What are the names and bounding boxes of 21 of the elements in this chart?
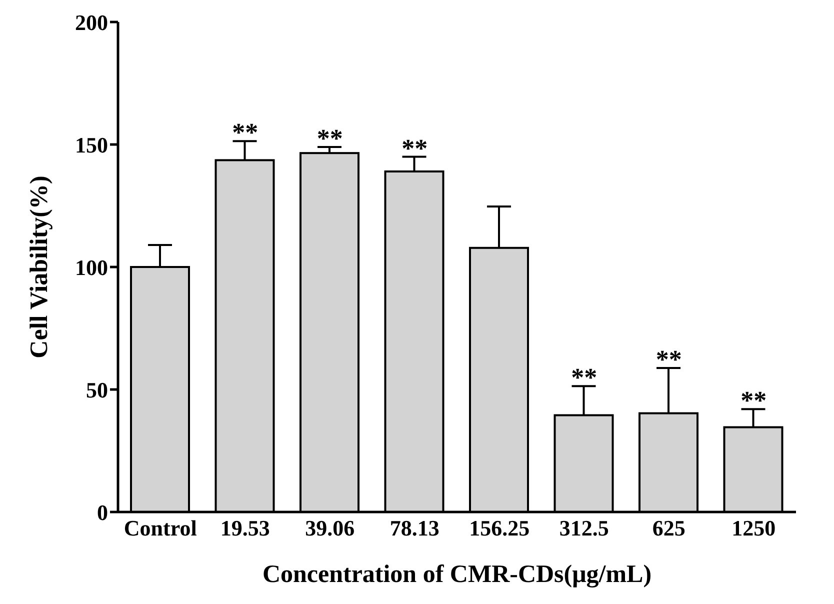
- x-tick-label: 78.13: [390, 516, 440, 541]
- y-tick-label: 50: [86, 377, 108, 402]
- x-tick-label: 1250: [732, 516, 776, 541]
- annotation: **: [571, 363, 598, 392]
- x-tick-label: 625: [652, 516, 686, 541]
- x-tick-label: 39.06: [305, 516, 355, 541]
- x-axis-title: Concentration of CMR-CDs(μg/mL): [262, 561, 652, 588]
- y-tick-label: 100: [75, 254, 108, 280]
- x-tick-label: Control: [124, 516, 197, 541]
- annotation: **: [316, 124, 343, 153]
- y-axis-title: Cell Viability(%): [26, 176, 53, 358]
- x-tick-label: 312.5: [559, 516, 609, 541]
- annotation: **: [232, 118, 258, 148]
- annotation: **: [402, 134, 428, 163]
- x-tick-label: 156.25: [469, 516, 530, 541]
- y-tick-label: 0: [97, 500, 108, 525]
- y-tick-label: 200: [75, 10, 108, 35]
- x-tick-label: 19.53: [220, 516, 270, 541]
- y-tick-label: 150: [75, 132, 108, 158]
- annotation: **: [656, 344, 682, 374]
- annotation: **: [740, 386, 767, 416]
